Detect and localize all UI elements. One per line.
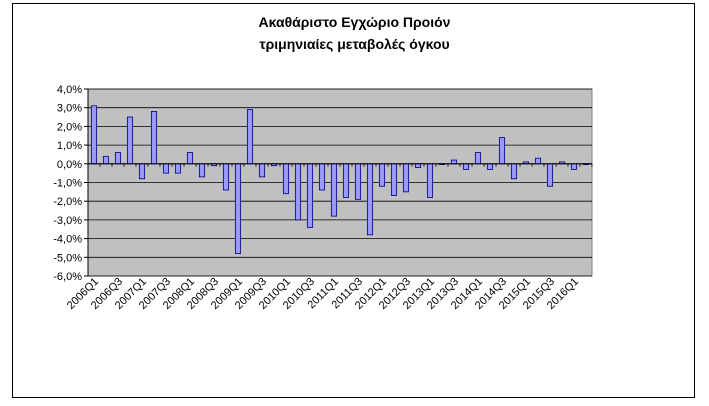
chart-subtitle: τριμηνιαίες μεταβολές όγκου bbox=[259, 36, 450, 52]
bar-2012Q4 bbox=[414, 163, 422, 168]
bar-2013Q4 bbox=[462, 163, 470, 170]
bar-2011Q2 bbox=[342, 163, 350, 198]
bar-2010Q4 bbox=[318, 163, 326, 191]
y-tick-label: 0,0% bbox=[57, 159, 82, 171]
bar-2009Q1 bbox=[234, 163, 242, 254]
bar-2012Q2 bbox=[390, 163, 398, 196]
y-tick-label: 3,0% bbox=[57, 103, 82, 115]
bar-2010Q3 bbox=[306, 163, 314, 228]
y-tick-label: -3,0% bbox=[53, 215, 82, 227]
bar-2008Q2 bbox=[198, 163, 206, 178]
bar-2008Q1 bbox=[186, 152, 194, 165]
y-tick-label: -6,0% bbox=[53, 271, 82, 283]
y-tick-label: 4,0% bbox=[57, 84, 82, 96]
bar-2016Q1 bbox=[570, 163, 578, 170]
bar-2012Q3 bbox=[402, 163, 410, 193]
bar-2006Q2 bbox=[102, 155, 110, 165]
bar-2014Q1 bbox=[474, 152, 482, 165]
bar-2006Q1 bbox=[90, 105, 98, 165]
y-tick-label: 1,0% bbox=[57, 140, 82, 152]
bar-2013Q1 bbox=[426, 163, 434, 198]
y-tick-label: -2,0% bbox=[53, 196, 82, 208]
y-tick-label: -1,0% bbox=[53, 178, 82, 190]
bar-2007Q4 bbox=[174, 163, 182, 174]
bar-2007Q2 bbox=[150, 111, 158, 165]
bar-2006Q4 bbox=[126, 116, 134, 165]
bar-2014Q4 bbox=[510, 163, 518, 180]
bar-2008Q4 bbox=[222, 163, 230, 191]
bar-2014Q3 bbox=[498, 137, 506, 165]
y-tick-label: 2,0% bbox=[57, 121, 82, 133]
y-tick-label: -4,0% bbox=[53, 234, 82, 246]
bar-2011Q3 bbox=[354, 163, 362, 200]
bar-2014Q2 bbox=[486, 163, 494, 170]
y-axis: 4,0% 3,0% 2,0% 1,0% 0,0% -1,0% -2,0% -3,0% -4,0%… bbox=[53, 84, 89, 283]
bar-2015Q2 bbox=[534, 157, 542, 165]
bar-2007Q3 bbox=[162, 163, 170, 174]
y-tick-label: -5,0% bbox=[53, 252, 82, 264]
chart-title: Ακαθάριστο Εγχώριο Προιόν bbox=[258, 14, 451, 30]
bar-2006Q3 bbox=[114, 152, 122, 165]
bar-2010Q2 bbox=[294, 163, 302, 221]
bar-2011Q1 bbox=[330, 163, 338, 217]
bar-2009Q3 bbox=[258, 163, 266, 178]
bar-2011Q4 bbox=[366, 163, 374, 236]
bar-2009Q2 bbox=[246, 109, 254, 165]
bar-2012Q1 bbox=[378, 163, 386, 187]
bar-2010Q1 bbox=[282, 163, 290, 195]
bar-2015Q3 bbox=[546, 163, 554, 187]
bar-2007Q1 bbox=[138, 163, 146, 180]
bar-2013Q3 bbox=[450, 159, 458, 165]
bars bbox=[90, 105, 590, 254]
